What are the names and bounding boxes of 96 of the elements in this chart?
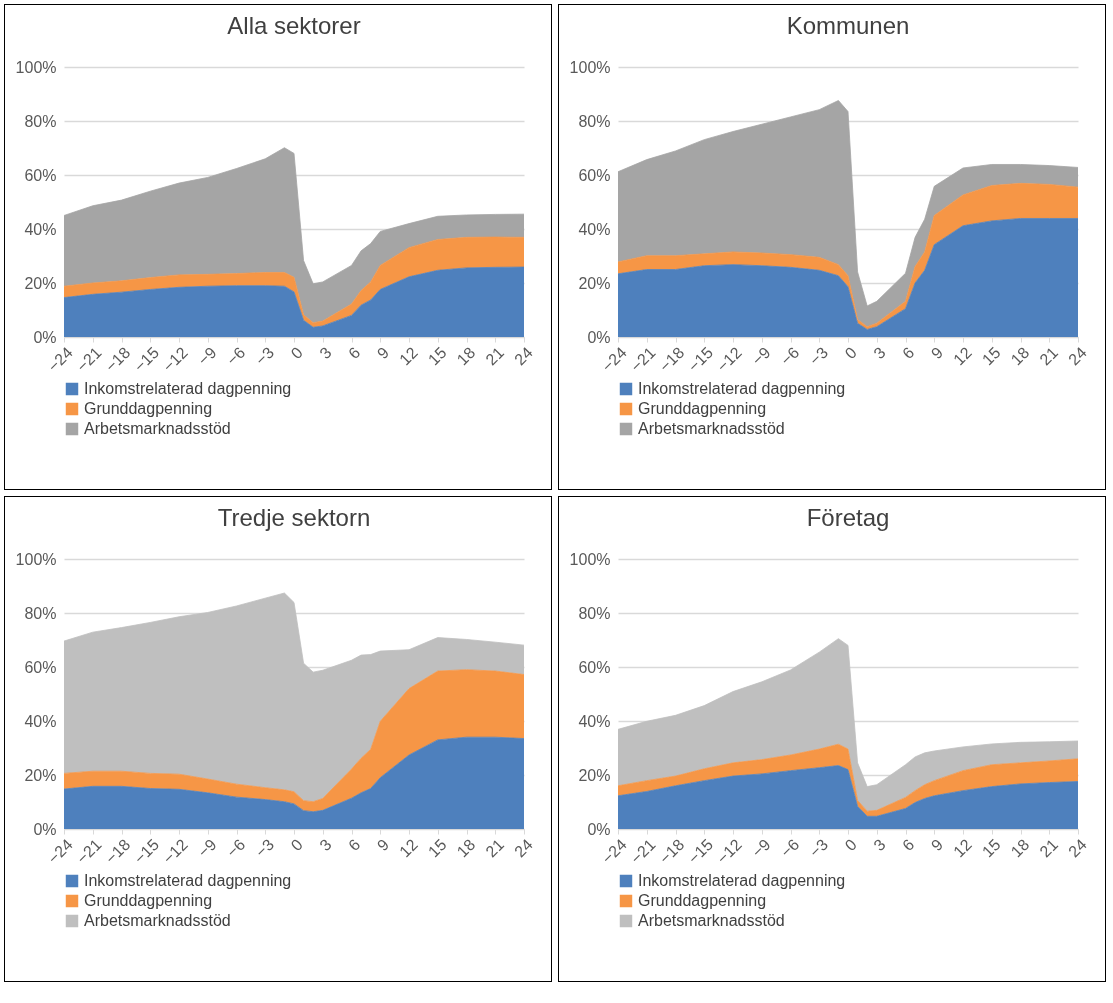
- y-tick-label: 20%: [578, 274, 611, 292]
- x-tick-label: 9: [927, 835, 947, 855]
- y-tick-label: 80%: [578, 112, 611, 130]
- x-tick-label: 6: [345, 835, 364, 855]
- y-tick-label: 0%: [587, 328, 611, 346]
- x-tick-label: 9: [927, 343, 947, 363]
- x-tick-label: −3: [252, 835, 278, 861]
- legend-label: Grunddagpenning: [638, 400, 767, 417]
- x-tick-label: −3: [252, 343, 278, 369]
- x-tick-label: 15: [978, 835, 1004, 861]
- y-tick-label: 100%: [569, 550, 611, 568]
- legend-label: Inkomstrelaterad dagpenning: [84, 872, 292, 889]
- x-tick-label: −24: [598, 343, 630, 376]
- x-tick-label: 0: [287, 835, 306, 855]
- y-tick-label: 0%: [33, 328, 57, 346]
- x-tick-label: −6: [777, 343, 803, 369]
- x-tick-label: 0: [287, 343, 306, 363]
- x-tick-label: 15: [424, 343, 450, 369]
- y-tick-label: 40%: [578, 712, 611, 730]
- x-tick-label: −6: [223, 343, 249, 369]
- x-tick-label: 3: [870, 835, 889, 855]
- x-tick-label: −24: [598, 835, 630, 868]
- y-tick-label: 100%: [569, 58, 611, 76]
- x-tick-label: 3: [316, 343, 335, 363]
- legend-label: Arbetsmarknadsstöd: [84, 912, 231, 929]
- x-tick-label: 18: [453, 835, 479, 861]
- x-tick-label: −9: [748, 343, 774, 369]
- x-tick-label: 15: [424, 835, 450, 861]
- y-tick-label: 80%: [24, 604, 57, 622]
- x-tick-label: 21: [482, 835, 508, 861]
- y-tick-label: 40%: [578, 220, 611, 238]
- y-tick-label: 20%: [24, 766, 57, 784]
- y-tick-label: 20%: [578, 766, 611, 784]
- x-tick-label: 12: [396, 343, 421, 369]
- x-tick-label: 18: [453, 343, 479, 369]
- x-tick-label: −3: [806, 835, 832, 861]
- x-tick-label: 15: [978, 343, 1004, 369]
- x-tick-label: 24: [1065, 835, 1090, 861]
- y-tick-label: 100%: [15, 550, 57, 568]
- x-tick-label: −24: [44, 343, 76, 376]
- x-tick-label: −3: [806, 343, 832, 369]
- legend-label: Inkomstrelaterad dagpenning: [638, 872, 846, 889]
- x-tick-label: −9: [748, 835, 774, 861]
- x-tick-label: 3: [870, 343, 889, 363]
- legend-label: Grunddagpenning: [638, 892, 767, 909]
- y-tick-label: 60%: [24, 658, 57, 676]
- legend-label: Grunddagpenning: [84, 892, 213, 909]
- x-tick-label: −9: [194, 835, 220, 861]
- x-tick-label: 21: [482, 343, 508, 369]
- x-tick-label: −21: [627, 835, 659, 868]
- y-tick-label: 100%: [15, 58, 57, 76]
- x-tick-label: 12: [950, 343, 975, 369]
- x-tick-label: 21: [1036, 835, 1062, 861]
- x-tick-label: 12: [950, 835, 975, 861]
- x-tick-label: 0: [841, 343, 860, 363]
- x-tick-label: −21: [627, 343, 659, 376]
- x-tick-label: −6: [777, 835, 803, 861]
- x-tick-label: −24: [44, 835, 76, 868]
- x-tick-label: 6: [899, 835, 918, 855]
- x-tick-label: 24: [511, 835, 536, 861]
- chart-title: Kommunen: [786, 12, 910, 39]
- legend-label: Grunddagpenning: [84, 400, 213, 417]
- x-tick-label: 12: [396, 835, 421, 861]
- x-tick-label: 21: [1036, 343, 1062, 369]
- y-tick-label: 80%: [24, 112, 57, 130]
- x-tick-label: 24: [511, 343, 536, 369]
- y-tick-label: 20%: [24, 274, 57, 292]
- chart-title: Företag: [806, 504, 890, 531]
- y-tick-label: 60%: [578, 658, 611, 676]
- x-tick-label: −21: [73, 835, 105, 868]
- x-tick-label: 18: [1007, 343, 1033, 369]
- y-tick-label: 60%: [578, 166, 611, 184]
- chart-title: Alla sektorer: [227, 12, 361, 39]
- y-tick-label: 40%: [24, 220, 57, 238]
- legend-label: Inkomstrelaterad dagpenning: [638, 380, 846, 397]
- y-tick-label: 80%: [578, 604, 611, 622]
- y-tick-label: 60%: [24, 166, 57, 184]
- y-tick-label: 0%: [587, 820, 611, 838]
- x-tick-label: 9: [373, 835, 393, 855]
- x-tick-label: 3: [316, 835, 335, 855]
- x-tick-label: 6: [899, 343, 918, 363]
- x-tick-label: 6: [345, 343, 364, 363]
- legend-label: Arbetsmarknadsstöd: [84, 420, 231, 437]
- x-tick-label: 0: [841, 835, 860, 855]
- x-tick-label: 18: [1007, 835, 1033, 861]
- legend-label: Arbetsmarknadsstöd: [638, 912, 785, 929]
- x-tick-label: 9: [373, 343, 393, 363]
- x-tick-label: −6: [223, 835, 249, 861]
- y-tick-label: 40%: [24, 712, 57, 730]
- x-tick-label: 24: [1065, 343, 1090, 369]
- y-tick-label: 0%: [33, 820, 57, 838]
- legend-label: Inkomstrelaterad dagpenning: [84, 380, 292, 397]
- x-tick-label: −21: [73, 343, 105, 376]
- chart-title: Tredje sektorn: [217, 504, 371, 531]
- x-tick-label: −9: [194, 343, 220, 369]
- legend-label: Arbetsmarknadsstöd: [638, 420, 785, 437]
